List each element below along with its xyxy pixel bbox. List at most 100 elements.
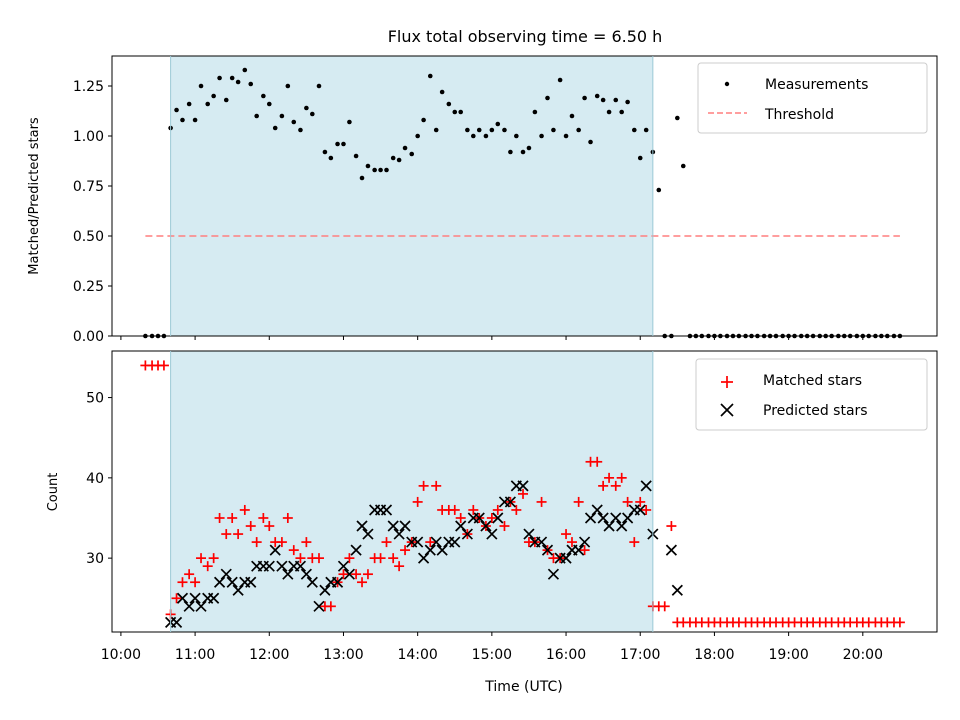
predicted-star-point (269, 544, 281, 556)
predicted-star-point (541, 544, 554, 556)
measurement-point (261, 93, 266, 99)
measurement-point (606, 109, 612, 115)
predicted-star-point (436, 544, 448, 556)
matched-star-point (425, 537, 436, 548)
matched-star-point (616, 472, 627, 483)
measurement-point (198, 83, 204, 89)
bottom-panel: 30 40 50 10:00 11:00 12:00 13:00 14:00 15:00 16:… (46, 350, 938, 695)
xtick-label: 12:00 (249, 647, 289, 663)
measurement-point (433, 127, 439, 133)
matched-star-point (288, 545, 299, 556)
matched-star-point (561, 529, 572, 540)
measurement-point (632, 127, 637, 133)
matched-star-point (666, 521, 677, 532)
measurement-point (656, 187, 662, 193)
legend-predicted-marker (720, 403, 734, 417)
predicted-star-point (356, 520, 368, 532)
xtick-label: 15:00 (472, 647, 512, 663)
matched-stars-points (140, 360, 905, 628)
measurement-point (508, 149, 513, 155)
legend-matched-label: Matched stars (763, 373, 862, 389)
legend-measurements-label: Measurements (765, 77, 868, 93)
matched-star-point (338, 569, 349, 580)
matched-star-point (227, 512, 238, 523)
bottom-ytick-label: 30 (86, 551, 104, 567)
matched-star-point (455, 512, 466, 523)
measurement-point (514, 133, 519, 139)
measurement-point (402, 145, 408, 151)
measurement-point (526, 145, 532, 151)
bottom-x-ticks: 10:00 11:00 12:00 13:00 14:00 15:00 16:00 17:00… (101, 632, 883, 663)
predicted-star-point (665, 544, 677, 556)
measurement-point (186, 101, 192, 107)
predicted-star-point (393, 528, 405, 540)
measurement-point (409, 151, 415, 157)
predicted-star-point (362, 528, 374, 540)
matched-star-point (202, 561, 213, 572)
matched-star-point (344, 553, 355, 564)
predicted-star-point (276, 560, 288, 572)
predicted-star-point (282, 568, 294, 580)
matched-star-point (351, 569, 362, 580)
predicted-star-point (343, 568, 356, 580)
matched-star-point (301, 537, 312, 548)
predicted-star-point (560, 552, 572, 564)
top-ytick-label: 0.50 (73, 229, 104, 245)
measurement-point (476, 127, 482, 133)
measurement-point (594, 93, 600, 99)
measurement-points (143, 67, 903, 339)
x-axis-label: Time (UTC) (484, 679, 562, 695)
matched-star-point (381, 537, 392, 548)
measurement-point (532, 109, 538, 115)
measurement-point (217, 75, 222, 81)
matched-star-point (177, 577, 188, 588)
matched-star-point (641, 504, 652, 515)
measurement-point (316, 83, 322, 89)
measurement-point (415, 133, 420, 139)
measurement-point (229, 75, 235, 81)
measurement-point (619, 109, 624, 115)
matched-star-point (264, 521, 275, 532)
measurement-point (563, 133, 569, 139)
matched-star-point (221, 529, 232, 540)
measurement-point (180, 117, 185, 123)
measurement-point (588, 139, 593, 145)
matched-star-point (357, 577, 368, 588)
measurement-point (551, 127, 556, 133)
predicted-star-point (319, 584, 331, 596)
measurement-point (465, 127, 470, 133)
measurement-point (359, 175, 365, 181)
top-ytick-label: 0.25 (73, 279, 104, 295)
predicted-star-point (622, 512, 634, 524)
measurement-point (446, 101, 452, 107)
bottom-y-ticks: 30 40 50 (86, 391, 112, 567)
measurement-point (569, 113, 575, 119)
top-y-axis-label: Matched/Predicted stars (27, 117, 42, 275)
matched-star-point (518, 488, 529, 499)
predicted-star-point (461, 528, 473, 540)
measurement-point (291, 119, 297, 125)
predicted-star-point (183, 600, 195, 612)
measurement-point (495, 121, 501, 127)
predicted-star-point (424, 544, 436, 556)
top-ytick-label: 0.75 (73, 179, 104, 195)
predicted-star-point (176, 592, 189, 604)
measurement-point (458, 109, 463, 115)
measurement-point (396, 157, 402, 163)
measurement-point (328, 155, 334, 161)
predicted-star-point (337, 560, 350, 572)
top-ytick-label: 0.00 (73, 329, 104, 345)
predicted-star-point (584, 512, 597, 524)
measurement-point (341, 141, 346, 147)
matched-star-point (295, 553, 306, 564)
measurement-point (192, 117, 198, 123)
legend-matched-marker (721, 376, 733, 388)
measurement-point (279, 113, 285, 119)
measurement-point (680, 163, 686, 169)
measurement-point (421, 117, 426, 123)
measurement-point (365, 163, 371, 169)
matched-star-point (468, 504, 479, 515)
measurement-point (483, 133, 489, 139)
matched-star-point (258, 512, 269, 523)
predicted-star-point (245, 576, 257, 588)
